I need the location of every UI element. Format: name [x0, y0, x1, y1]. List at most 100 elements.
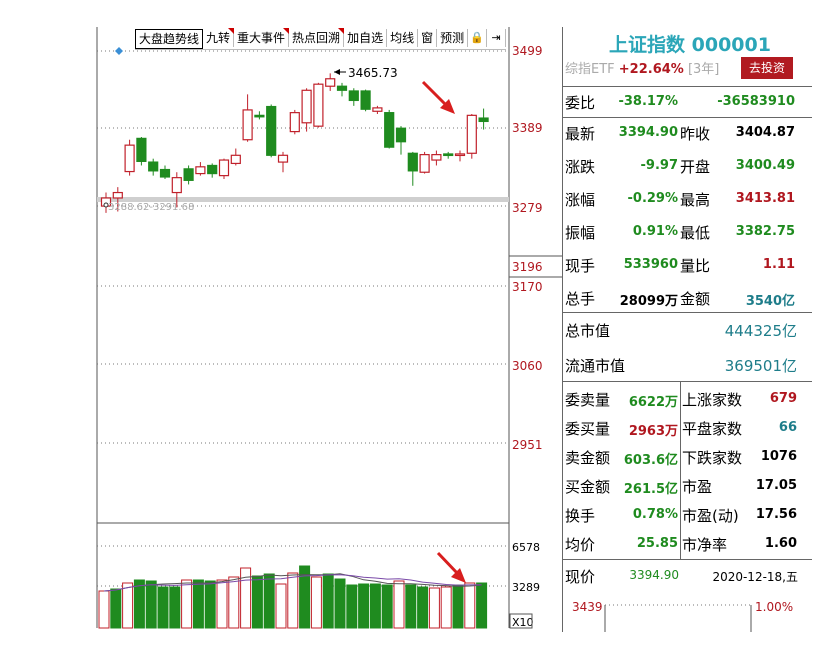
- volume-bar: [133, 579, 145, 629]
- red-arrow-icon: [436, 551, 460, 576]
- tab-5[interactable]: 均线: [387, 29, 419, 47]
- tab-0[interactable]: 大盘趋势线: [135, 29, 204, 49]
- volume-bar: [428, 587, 440, 629]
- tab-6[interactable]: 窗: [418, 29, 438, 47]
- red-arrow-icon: [451, 568, 466, 583]
- volume-bar: [275, 583, 287, 629]
- tab-label: 窗: [421, 31, 434, 45]
- stat-value: 25.85: [636, 536, 678, 551]
- expand-icon[interactable]: ⇥: [487, 29, 507, 47]
- volume-bar: [369, 583, 381, 629]
- stat-label: 市盈: [682, 478, 713, 496]
- volume-bar: [381, 584, 393, 629]
- quote-label: 振幅: [565, 224, 596, 242]
- lock-icon[interactable]: 🔒: [468, 29, 488, 47]
- tab-1[interactable]: 九转: [203, 28, 235, 47]
- price-tick-label: 3060: [512, 359, 543, 373]
- candle-body: [454, 153, 466, 157]
- stat-label: 换手: [565, 507, 596, 525]
- quote-label: 最新: [565, 125, 596, 143]
- stat-value: 66: [778, 420, 797, 435]
- tab-3[interactable]: 热点回溯: [289, 28, 345, 47]
- tab-label: 大盘趋势线: [139, 32, 200, 46]
- candle-body: [407, 152, 418, 172]
- quote-value: 3382.75: [735, 224, 795, 239]
- volume-bar: [464, 582, 476, 629]
- divider: [562, 117, 812, 118]
- tab-label: 九转: [206, 31, 231, 45]
- quote-label: 开盘: [680, 158, 711, 176]
- price-tick-label: 3196: [512, 260, 543, 274]
- stat-label: 市净率: [682, 536, 728, 554]
- quote-value: 3413.81: [735, 191, 795, 206]
- volume-tick-label: 6578: [512, 541, 540, 554]
- volume-bar: [181, 579, 193, 629]
- etf-info: 综指ETF +22.64% [3年]: [565, 58, 719, 77]
- volume-bar: [310, 576, 322, 629]
- price-value: 3394.90: [629, 568, 679, 582]
- quote-label: 量比: [680, 257, 711, 275]
- volume-bar: [98, 590, 110, 629]
- candle-body: [313, 83, 324, 127]
- quote-value: -9.97: [640, 158, 678, 173]
- weibi-pct: -38.17%: [618, 94, 678, 109]
- divider: [562, 559, 812, 560]
- quote-label: 金额: [680, 290, 711, 308]
- volume-bar: [393, 580, 405, 629]
- volume-ma5-line: [103, 573, 482, 592]
- volume-bar: [452, 584, 464, 629]
- volume-ma10-line: [103, 574, 482, 592]
- candle-body: [466, 114, 477, 154]
- volume-bar: [122, 582, 134, 629]
- volume-bar: [192, 579, 204, 629]
- quote-value: 533960: [623, 257, 678, 272]
- candle-body: [207, 164, 218, 175]
- price-tick-label: 3170: [512, 280, 543, 294]
- volume-bar: [240, 567, 252, 629]
- candle-body: [360, 90, 371, 110]
- quote-label: 现手: [565, 257, 596, 275]
- stat-value: 17.56: [755, 507, 797, 522]
- tab-flag-icon: [228, 28, 235, 34]
- total-mv-value: 444325亿: [724, 322, 797, 340]
- stat-value: 6622万: [628, 395, 678, 410]
- gap-band: [97, 197, 509, 202]
- quote-label: 涨跌: [565, 158, 596, 176]
- quote-label: 总手: [565, 290, 596, 308]
- quote-value: -0.29%: [627, 191, 679, 206]
- candle-body: [478, 117, 489, 123]
- tab-label: 加自选: [347, 31, 384, 45]
- divider: [562, 27, 563, 632]
- quote-value: 28099万: [619, 294, 678, 309]
- quote-value: 1.11: [762, 257, 795, 272]
- etf-change: +22.64%: [618, 62, 684, 77]
- stat-label: 买金额: [565, 478, 611, 496]
- volume-bar: [440, 586, 452, 629]
- stat-label: 平盘家数: [682, 420, 743, 438]
- invest-button[interactable]: 去投资: [741, 57, 793, 79]
- stat-value: 17.05: [755, 478, 797, 493]
- tab-7[interactable]: 预测: [437, 29, 469, 47]
- volume-bar: [157, 586, 169, 629]
- tab-label: 重大事件: [237, 31, 286, 45]
- volume-tick-label: X10: [512, 616, 534, 629]
- volume-bar: [228, 576, 240, 629]
- stat-label: 卖金额: [565, 449, 611, 467]
- tab-2[interactable]: 重大事件: [234, 28, 290, 47]
- candle-body: [159, 168, 171, 178]
- candle-body: [136, 137, 147, 162]
- float-mv-value: 369501亿: [724, 357, 797, 375]
- stat-value: 679: [769, 391, 797, 406]
- volume-bar: [417, 586, 429, 629]
- weibi-value: -36583910: [717, 94, 795, 109]
- red-arrow-icon: [421, 80, 449, 108]
- candle-body: [348, 90, 359, 102]
- etf-label: 综指ETF: [565, 62, 615, 77]
- tab-label: 预测: [440, 31, 465, 45]
- tab-4[interactable]: 加自选: [344, 29, 388, 47]
- volume-bar: [358, 583, 370, 629]
- volume-bar: [346, 584, 358, 629]
- candle-body: [195, 166, 206, 175]
- candle-body: [183, 168, 194, 181]
